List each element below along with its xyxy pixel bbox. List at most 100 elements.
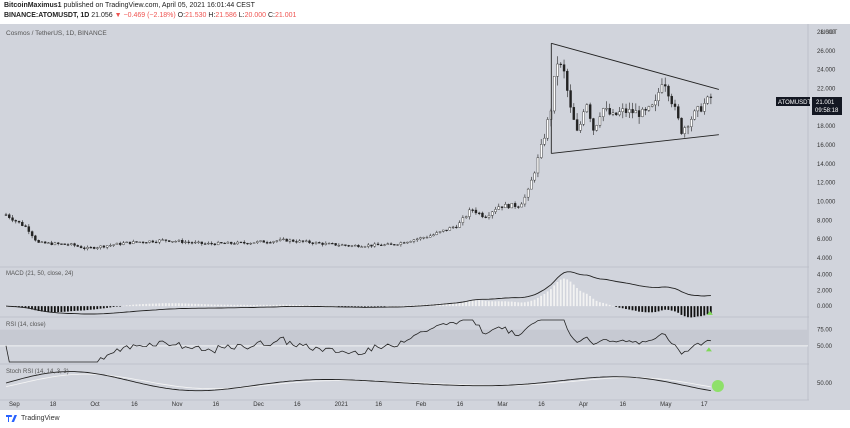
tradingview-icon bbox=[6, 415, 17, 422]
candle-body bbox=[562, 64, 566, 72]
candle-body bbox=[468, 209, 471, 217]
macd-histogram-bar bbox=[693, 306, 696, 318]
macd-histogram-bar bbox=[647, 306, 650, 313]
tradingview-logo[interactable]: TradingView bbox=[6, 414, 60, 422]
macd-histogram-bar bbox=[93, 306, 95, 310]
price-tick-10: 8.000 bbox=[817, 218, 833, 224]
candle-body bbox=[99, 245, 102, 248]
chart-background bbox=[0, 24, 850, 410]
macd-histogram-bar bbox=[191, 303, 193, 307]
time-tick-12: Mar bbox=[497, 402, 507, 408]
macd-histogram-bar bbox=[638, 306, 640, 312]
candle-body bbox=[510, 203, 514, 209]
macd-histogram-bar bbox=[677, 306, 680, 313]
candle-body bbox=[60, 243, 63, 245]
time-axis[interactable]: Sep 18 Oct 16 Nov 16 Dec 16 2021 16 Feb 16 Mar 16 Apr 1… bbox=[9, 402, 708, 408]
macd-histogram-bar bbox=[73, 306, 76, 311]
candle-body bbox=[647, 106, 651, 111]
macd-histogram-bar bbox=[96, 306, 99, 310]
candle-body bbox=[380, 244, 383, 246]
price-tick-6: 16.000 bbox=[817, 143, 836, 149]
time-tick-8: 2021 bbox=[335, 402, 349, 408]
macd-histogram-bar bbox=[301, 304, 304, 307]
macd-histogram-bar bbox=[305, 305, 308, 307]
macd-histogram-bar bbox=[709, 306, 712, 314]
candle-body bbox=[367, 244, 370, 247]
time-tick-6: Dec bbox=[253, 402, 264, 408]
time-tick-1: 18 bbox=[50, 402, 57, 408]
macd-histogram-bar bbox=[112, 306, 115, 307]
candle-body bbox=[223, 242, 226, 245]
candle-body bbox=[210, 242, 213, 245]
candle-body bbox=[27, 226, 31, 232]
candle-body bbox=[703, 103, 706, 112]
macd-histogram-bar bbox=[546, 291, 549, 307]
macd-histogram-bar bbox=[628, 306, 631, 310]
macd-histogram-bar bbox=[703, 306, 706, 316]
macd-histogram-bar bbox=[158, 303, 161, 307]
candle-body bbox=[43, 241, 47, 244]
macd-label: MACD (21, 50, close, 24) bbox=[6, 271, 73, 277]
macd-histogram-bar bbox=[517, 302, 520, 307]
time-tick-9: 16 bbox=[375, 402, 382, 408]
macd-histogram-bar bbox=[217, 304, 219, 307]
candle-body bbox=[553, 76, 556, 112]
candle-body bbox=[641, 108, 644, 117]
macd-histogram-bar bbox=[315, 305, 317, 307]
macd-histogram-bar bbox=[602, 302, 605, 307]
macd-histogram-bar bbox=[631, 306, 634, 311]
candle-body bbox=[105, 245, 109, 248]
candle-body bbox=[190, 242, 194, 244]
countdown-tag: 09:58:18 bbox=[815, 108, 839, 114]
candle-body bbox=[497, 206, 500, 210]
macd-histogram-bar bbox=[660, 306, 663, 311]
macd-histogram-bar bbox=[696, 306, 699, 317]
candle-body bbox=[347, 245, 350, 247]
publisher-name[interactable]: BitcoinMaximus1 bbox=[4, 2, 62, 9]
open-label: O: bbox=[177, 12, 186, 19]
macd-histogram-bar bbox=[181, 303, 184, 307]
candle-body bbox=[96, 247, 99, 249]
time-tick-0: Sep bbox=[9, 402, 20, 408]
candle-body bbox=[141, 241, 145, 243]
candle-body bbox=[229, 241, 233, 244]
macd-histogram-bar bbox=[275, 304, 278, 307]
macd-histogram-bar bbox=[504, 301, 507, 307]
close-label: C: bbox=[267, 12, 275, 19]
macd-histogram-bar bbox=[207, 304, 210, 307]
macd-histogram-bar bbox=[595, 300, 598, 307]
macd-histogram-bar bbox=[109, 306, 112, 308]
candle-body bbox=[579, 124, 582, 131]
macd-histogram-bar bbox=[399, 305, 402, 307]
macd-histogram-bar bbox=[272, 304, 275, 307]
macd-histogram-bar bbox=[497, 301, 500, 307]
macd-histogram-bar bbox=[478, 300, 480, 307]
stoch-k-line bbox=[5, 371, 711, 392]
candle-body bbox=[592, 118, 595, 131]
candle-body bbox=[370, 244, 373, 247]
macd-histogram-bar bbox=[409, 305, 412, 307]
price-tick-12: 4.000 bbox=[817, 256, 833, 262]
macd-histogram-bar bbox=[373, 306, 376, 307]
macd-histogram-bar bbox=[487, 301, 490, 307]
macd-histogram-bar bbox=[102, 306, 105, 309]
macd-histogram-bar bbox=[24, 306, 27, 309]
candle-body bbox=[305, 240, 308, 242]
macd-histogram-bar bbox=[285, 304, 288, 307]
candle-body bbox=[63, 243, 66, 245]
candle-body bbox=[667, 85, 670, 97]
macd-histogram-bar bbox=[106, 306, 108, 308]
candle-body bbox=[376, 243, 380, 246]
macd-histogram-bar bbox=[138, 304, 141, 307]
candle-body bbox=[585, 104, 589, 113]
candle-body bbox=[461, 217, 465, 223]
symbol-line: BINANCE:ATOMUSDT, 1D 21.056 ▼ −0.469 (−2… bbox=[4, 12, 296, 19]
macd-histogram-bar bbox=[34, 306, 37, 311]
candle-body bbox=[301, 240, 305, 242]
candle-body bbox=[73, 243, 76, 246]
macd-histogram-bar bbox=[200, 304, 203, 307]
macd-histogram-bar bbox=[553, 285, 556, 307]
macd-histogram-bar bbox=[569, 281, 572, 307]
chart-area[interactable]: 28.00026.00024.00022.00020.00018.00016.0… bbox=[0, 24, 850, 410]
candle-body bbox=[177, 240, 181, 242]
